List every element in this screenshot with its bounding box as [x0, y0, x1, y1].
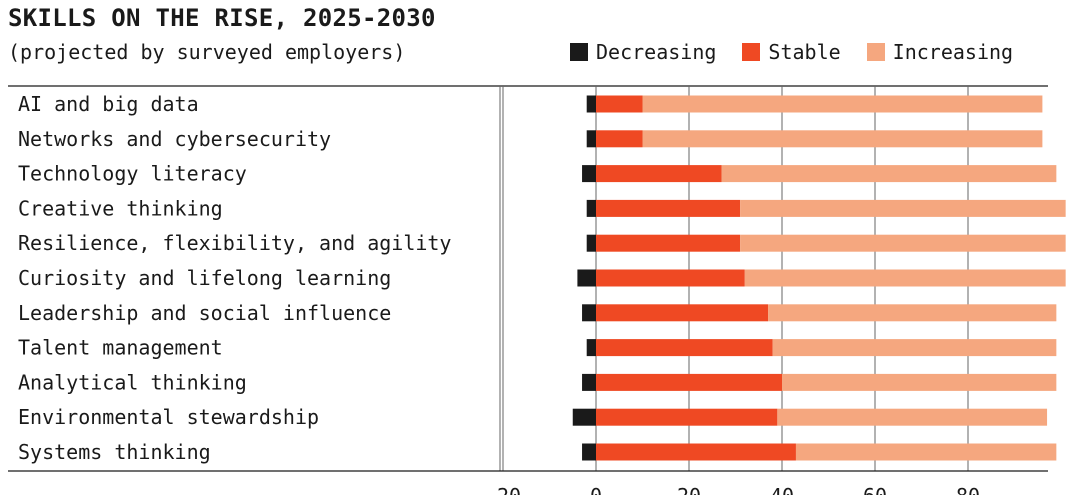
legend-swatch-increasing — [866, 43, 885, 61]
bar-stable — [596, 304, 769, 322]
category-label: Systems thinking — [18, 440, 211, 464]
bar-stable — [596, 95, 643, 113]
bar-increasing — [772, 339, 1057, 357]
bar-decreasing — [582, 373, 596, 391]
x-tick-label: 40 — [770, 484, 794, 495]
bar-decreasing — [586, 234, 596, 252]
chart-subtitle: (projected by surveyed employers) — [8, 40, 406, 64]
bar-stable — [596, 373, 782, 391]
bar-increasing — [740, 199, 1066, 217]
bar-increasing — [795, 443, 1057, 461]
legend-label-increasing: Increasing — [892, 40, 1014, 64]
category-label: Networks and cybersecurity — [18, 127, 331, 151]
bar-increasing — [768, 304, 1057, 322]
bar-stable — [596, 130, 643, 148]
bar-stable — [596, 339, 773, 357]
bar-increasing — [642, 95, 1043, 113]
bar-stable — [596, 443, 796, 461]
bar-increasing — [744, 269, 1066, 287]
bar-decreasing — [586, 339, 596, 357]
bar-stable — [596, 199, 741, 217]
legend-item-increasing: Increasing — [866, 40, 1014, 64]
bar-increasing — [782, 373, 1057, 391]
category-label: Leadership and social influence — [18, 301, 391, 325]
legend-swatch-decreasing — [570, 43, 588, 61]
bar-increasing — [777, 408, 1048, 426]
category-label: Talent management — [18, 336, 223, 360]
bar-increasing — [740, 234, 1066, 252]
legend-label-decreasing: Decreasing — [596, 40, 717, 64]
bar-increasing — [721, 165, 1057, 183]
category-label: Resilience, flexibility, and agility — [18, 231, 451, 255]
x-tick-label: 60 — [863, 484, 887, 495]
legend: Decreasing Stable Increasing — [570, 40, 1013, 64]
category-label: Analytical thinking — [18, 370, 247, 394]
chart-title: SKILLS ON THE RISE, 2025-2030 — [8, 4, 436, 32]
x-tick-label: 20 — [677, 484, 701, 495]
x-tick-label: -20 — [485, 484, 521, 495]
category-label: Creative thinking — [18, 196, 223, 220]
bar-decreasing — [586, 95, 596, 113]
category-label: Environmental stewardship — [18, 405, 319, 429]
category-label: AI and big data — [18, 92, 199, 116]
category-label: Curiosity and lifelong learning — [18, 266, 391, 290]
bar-increasing — [642, 130, 1043, 148]
bar-stable — [596, 234, 741, 252]
bar-decreasing — [577, 269, 596, 287]
legend-label-stable: Stable — [768, 40, 841, 64]
bar-decreasing — [586, 199, 596, 217]
bar-stable — [596, 165, 722, 183]
legend-item-stable: Stable — [742, 40, 841, 64]
x-tick-label: 0 — [590, 484, 602, 495]
bar-decreasing — [582, 165, 596, 183]
bar-stable — [596, 408, 778, 426]
category-label: Technology literacy — [18, 162, 247, 186]
legend-item-decreasing: Decreasing — [570, 40, 716, 64]
bar-decreasing — [582, 304, 596, 322]
bar-decreasing — [572, 408, 596, 426]
legend-swatch-stable — [742, 43, 761, 61]
x-tick-label: 80 — [956, 484, 980, 495]
bar-decreasing — [586, 130, 596, 148]
bar-stable — [596, 269, 745, 287]
bar-decreasing — [582, 443, 596, 461]
